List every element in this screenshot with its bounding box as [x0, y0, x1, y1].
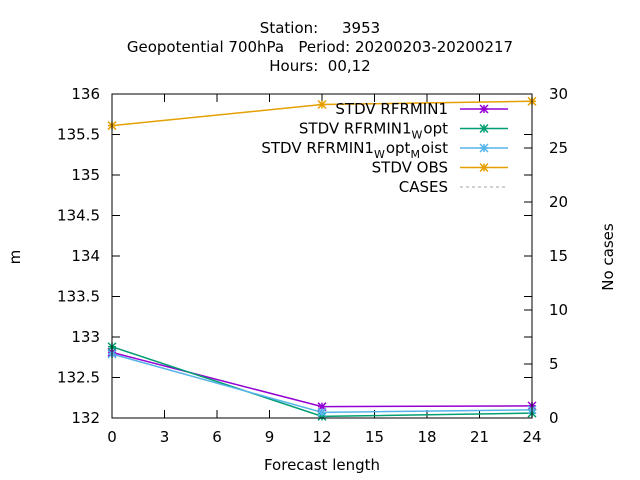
y-tick-label: 132.5	[57, 369, 100, 387]
series-line-rfrmin1	[111, 351, 533, 408]
y-tick-label: 136	[71, 85, 100, 103]
y-axis-label: m	[6, 250, 24, 265]
x-tick-label: 6	[212, 428, 222, 446]
legend-item-wopt: STDV RFRMIN1Wopt	[299, 120, 508, 142]
y-tick-label: 135.5	[57, 126, 100, 144]
y-tick-label: 133	[71, 328, 100, 346]
y2-tick-label: 20	[549, 193, 568, 211]
legend-label: STDV RFRMIN1Wopt	[299, 120, 448, 142]
y2-axis-ticks: 0 5 10 15 20 25 30	[524, 85, 568, 427]
y-tick-label: 134	[71, 247, 100, 265]
y2-tick-label: 5	[549, 355, 559, 373]
legend-label: STDV RFRMIN1	[335, 100, 448, 118]
plot-frame	[111, 93, 533, 419]
title-line: Geopotential 700hPa Period: 20200203-202…	[127, 38, 513, 56]
x-tick-label: 3	[160, 428, 170, 446]
y-tick-label: 135	[71, 166, 100, 184]
x-tick-label: 24	[522, 428, 541, 446]
legend-item-cases: CASES	[399, 178, 508, 196]
legend-marker	[479, 143, 489, 153]
legend-label: STDV OBS	[372, 159, 448, 177]
x-tick-label: 18	[417, 428, 436, 446]
data-point-obs	[317, 99, 327, 110]
y2-tick-label: 15	[549, 247, 568, 265]
y2-tick-label: 25	[549, 139, 568, 157]
x-tick-label: 21	[470, 428, 489, 446]
x-tick-label: 9	[265, 428, 275, 446]
legend-marker	[479, 162, 489, 173]
x-axis-ticks: 0 3 6 9 12 15 18 21 24	[107, 94, 542, 446]
title-line: Hours: 00,12	[269, 57, 370, 75]
x-tick-label: 12	[312, 428, 331, 446]
x-tick-label: 15	[365, 428, 384, 446]
title-line: Station: 3953	[260, 19, 380, 37]
y2-tick-label: 0	[549, 409, 559, 427]
y2-tick-label: 10	[549, 301, 568, 319]
legend-marker	[479, 104, 489, 114]
legend-label: CASES	[399, 178, 448, 196]
legend-item-obs: STDV OBS	[372, 159, 508, 177]
legend-label: STDV RFRMIN1WoptMoist	[261, 139, 448, 161]
y-axis-ticks: 132 132.5 133 133.5 134 134.5 135 135.5 136	[57, 85, 532, 427]
x-axis-label: Forecast length	[264, 456, 380, 474]
y2-tick-label: 30	[549, 85, 568, 103]
legend-item-wopt-moist: STDV RFRMIN1WoptMoist	[261, 139, 508, 161]
legend-item-rfrmin1: STDV RFRMIN1	[335, 100, 508, 118]
data-point-wopt-moist	[317, 407, 327, 417]
y-tick-label: 133.5	[57, 288, 100, 306]
y-tick-label: 132	[71, 409, 100, 427]
x-tick-label: 0	[107, 428, 117, 446]
y2-axis-label: No cases	[599, 223, 617, 291]
legend-marker	[479, 123, 489, 134]
y-tick-label: 134.5	[57, 207, 100, 225]
